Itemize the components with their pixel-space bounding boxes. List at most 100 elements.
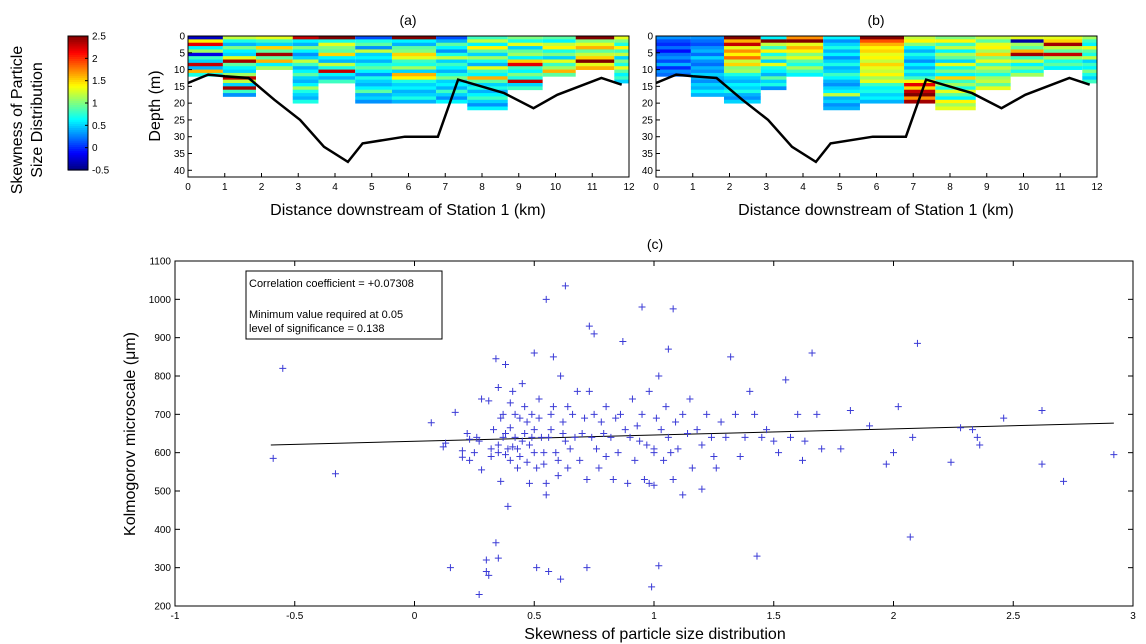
data-point [645,479,653,487]
profile-cell [507,42,543,47]
data-point [727,353,735,361]
profile-cell [935,79,976,84]
data-point [561,282,569,290]
colorbar-segment [68,98,88,102]
data-point [707,433,715,441]
colorbar-tick-label: -0.5 [92,166,110,177]
profile-cell [355,49,392,54]
profile-cell [575,49,615,54]
profile-cell [975,42,1011,47]
data-point [494,449,502,457]
x-tick-label: 12 [623,182,635,193]
panel-b-cells [656,36,1097,111]
data-point [545,568,553,575]
data-point [518,437,526,445]
x-tick-label: 0 [653,182,659,193]
profile-cell [355,79,392,84]
colorbar-tick-label: 0.5 [92,121,106,132]
data-point [559,430,567,437]
y-tick-label: 20 [642,99,654,110]
profile-cell [823,49,860,54]
data-point [554,472,562,480]
profile-cell [318,52,356,57]
profile-cell [723,36,761,40]
profile-cell [614,56,629,60]
profile-cell [859,59,905,64]
y-tick-label: 800 [154,372,171,383]
profile-cell [859,76,905,81]
profile-cell [656,42,691,47]
profile-cell [391,39,437,44]
profile-cell [188,46,223,50]
data-point [451,408,459,416]
profile-cell [542,42,576,47]
profile-cell [222,52,256,57]
profile-cell [760,66,787,70]
data-point [547,426,555,434]
data-point [731,410,739,418]
colorbar-segment [68,82,88,85]
colorbar-segment [68,48,88,52]
profile-cell [614,62,629,67]
profile-cell [935,62,976,67]
profile-cell [391,79,437,84]
profile-cell [355,89,392,94]
profile-cell [1010,72,1044,77]
data-point [597,418,605,426]
x-tick-label: 6 [874,182,880,193]
profile-cell [467,72,508,77]
data-point [590,330,598,338]
panel-c-points [269,282,1118,598]
profile-cell [255,46,293,50]
data-point [492,355,500,363]
profile-cell [391,52,437,57]
profile-cell [222,36,256,40]
data-point [521,430,529,437]
data-point [698,485,706,493]
profile-cell [575,62,615,67]
data-point [473,433,481,441]
profile-cell [436,52,468,57]
data-point [561,437,569,445]
profile-cell [292,83,319,87]
data-point [655,562,663,570]
profile-cell [859,66,905,70]
data-point [801,437,809,445]
data-point [638,303,646,311]
profile-cell [723,83,761,87]
profile-cell [904,86,936,91]
data-point [470,449,478,457]
data-point [506,424,514,432]
profile-cell [1043,49,1083,54]
x-tick-label: 0 [412,611,418,622]
data-point [672,418,680,426]
profile-cell [690,39,724,44]
profile-cell [292,72,319,77]
data-point [621,426,629,434]
colorbar-segment [68,77,88,81]
data-point [636,437,644,445]
data-point [751,410,759,418]
data-point [533,564,541,572]
profile-cell [542,59,576,64]
data-point [490,426,498,434]
data-point [523,458,531,466]
data-point [890,449,897,457]
data-point [746,387,754,395]
data-point [569,410,577,418]
colorbar-segment [68,151,88,154]
data-point [913,339,921,347]
profile-cell [904,39,936,44]
profile-cell [222,89,256,94]
profile-cell [391,76,437,81]
profile-cell [436,83,468,87]
profile-cell [723,72,761,77]
data-point [652,414,660,422]
panel-a-y-ticks: 0 5 10 15 20 25 30 35 40 [174,32,192,177]
annotation-minimum-line2: level of significance = 0.138 [249,323,384,335]
profile-cell [467,62,508,67]
profile-cell [1043,52,1083,57]
data-point [506,456,514,464]
